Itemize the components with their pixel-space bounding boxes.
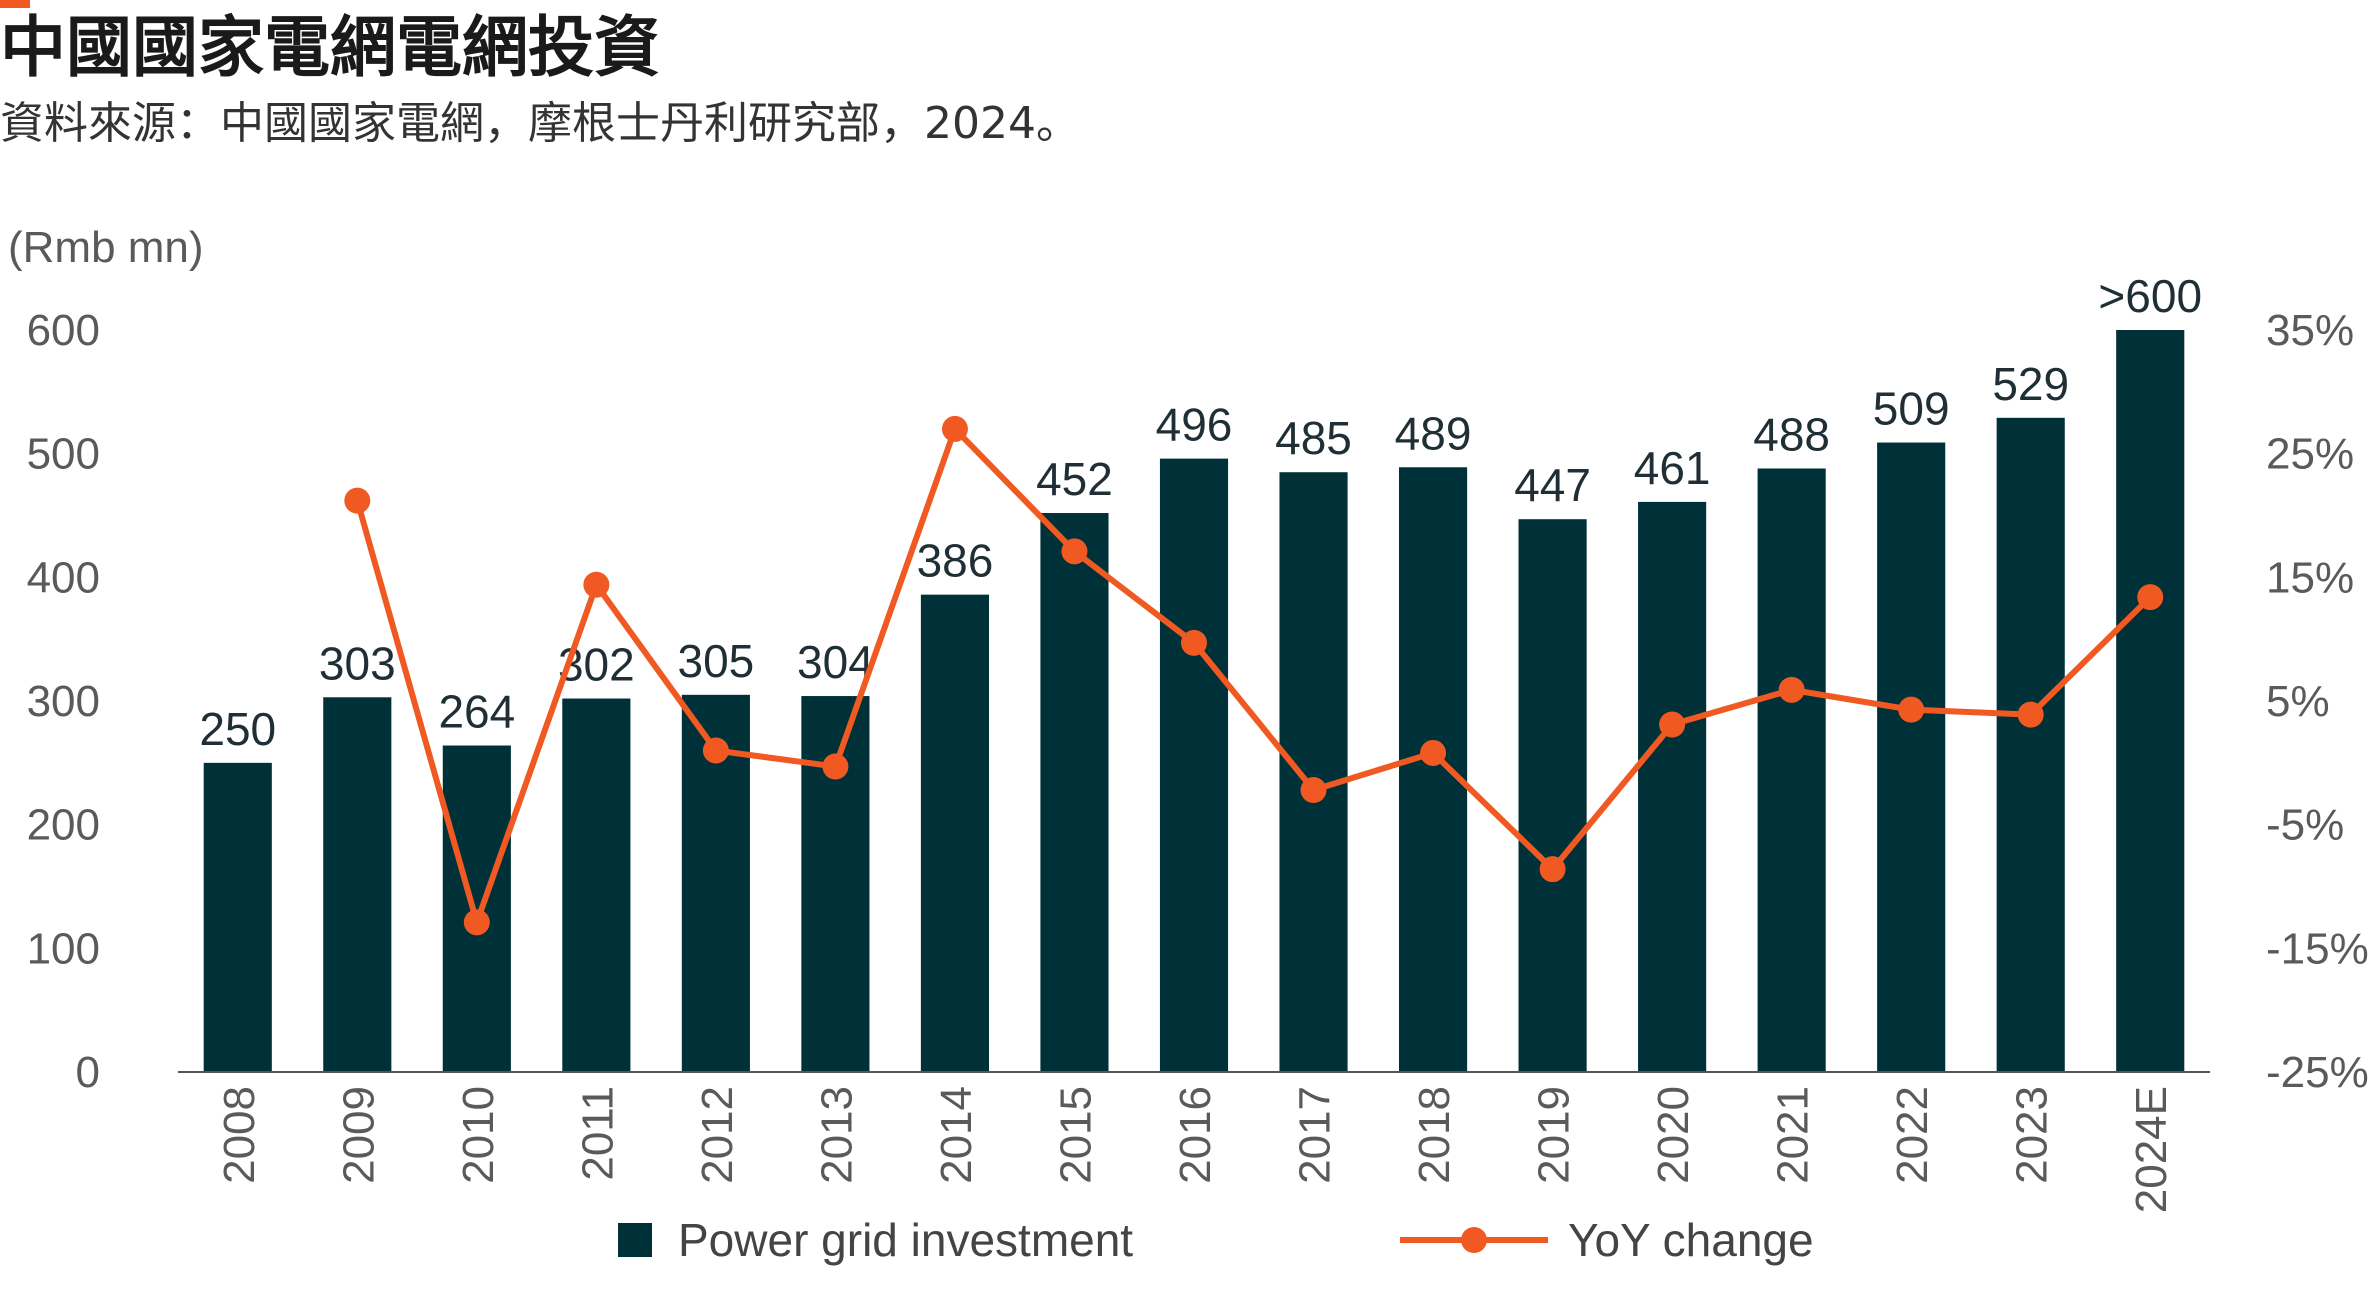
- x-label-2010: 2010: [454, 1086, 503, 1184]
- bar-label-2024E: >600: [2098, 270, 2202, 322]
- right-tick-label: 5%: [2266, 677, 2330, 726]
- yoy-line: [354, 425, 2153, 926]
- yoy-point-2013: [822, 753, 849, 780]
- bar-2018: [1398, 467, 1468, 1072]
- bar-label-2020: 461: [1634, 442, 1711, 494]
- left-tick-label: 200: [27, 801, 100, 850]
- right-tick-label: 35%: [2266, 306, 2354, 355]
- x-label-2013: 2013: [812, 1086, 861, 1184]
- right-tick-label: -15%: [2266, 924, 2368, 973]
- x-label-2011: 2011: [573, 1086, 622, 1181]
- bar-2015: [1040, 513, 1109, 1072]
- right-tick-label: 25%: [2266, 430, 2354, 479]
- yoy-point-2009: [344, 487, 371, 514]
- x-label-2012: 2012: [693, 1086, 742, 1184]
- legend-line-label: YoY change: [1568, 1214, 1814, 1266]
- x-label-2024E: 2024E: [2127, 1086, 2176, 1213]
- bar-label-2019: 447: [1514, 459, 1591, 511]
- bar-label-2010: 264: [438, 686, 515, 738]
- bar-label-2014: 386: [917, 535, 994, 587]
- yoy-point-2023: [2017, 701, 2044, 728]
- x-label-2020: 2020: [1649, 1086, 1698, 1184]
- legend-line-marker: [1461, 1227, 1487, 1253]
- chart-title: 中國國家電網電網投資: [0, 9, 660, 86]
- right-tick-label: 15%: [2266, 553, 2354, 602]
- bar-2023: [1996, 417, 2065, 1072]
- bar-label-2008: 250: [199, 703, 276, 755]
- x-label-2023: 2023: [2008, 1086, 2057, 1184]
- y-axis-unit-label: (Rmb mn): [8, 223, 204, 272]
- yoy-point-2019: [1539, 856, 1566, 883]
- bar-2008: [203, 762, 272, 1072]
- left-axis: 0 100 200 300 400 500 600: [27, 306, 100, 1097]
- left-tick-label: 500: [27, 430, 100, 479]
- bar-2017: [1279, 472, 1348, 1072]
- accent-bar: [0, 0, 30, 8]
- bar-label-2013: 304: [797, 636, 874, 688]
- yoy-point-2010: [463, 909, 490, 936]
- line-series: [344, 415, 2164, 936]
- yoy-point-2016: [1181, 629, 1207, 656]
- bar-label-2021: 488: [1753, 409, 1830, 461]
- bar-label-2018: 489: [1395, 407, 1472, 459]
- yoy-point-2011: [583, 571, 610, 598]
- x-label-2019: 2019: [1530, 1086, 1579, 1184]
- bar-2022: [1877, 442, 1946, 1073]
- yoy-point-2012: [702, 737, 729, 764]
- bar-2019: [1518, 519, 1587, 1072]
- x-label-2014: 2014: [932, 1086, 981, 1184]
- x-label-2017: 2017: [1291, 1086, 1340, 1184]
- yoy-point-2018: [1420, 739, 1447, 766]
- yoy-point-2014: [941, 415, 968, 442]
- left-tick-label: 400: [27, 553, 100, 602]
- right-tick-label: -5%: [2266, 801, 2344, 850]
- bar-label-2023: 529: [1992, 358, 2069, 410]
- left-tick-label: 100: [27, 924, 100, 973]
- bar-2013: [801, 696, 870, 1072]
- x-axis-labels: 2008 2009 2010 2011 2012 2013 2014 2015 2016 2017…: [215, 1086, 2176, 1213]
- bar-2011: [562, 698, 631, 1072]
- x-label-2008: 2008: [215, 1086, 264, 1184]
- x-label-2018: 2018: [1410, 1086, 1459, 1184]
- yoy-point-2020: [1659, 711, 1686, 738]
- bar-2010: [442, 745, 511, 1072]
- bar-label-2017: 485: [1275, 412, 1352, 464]
- bar-2024E: [2116, 330, 2185, 1072]
- left-tick-label: 0: [76, 1048, 100, 1097]
- left-tick-label: 300: [27, 677, 100, 726]
- bar-series: [203, 330, 2185, 1073]
- bar-label-2016: 496: [1156, 399, 1233, 451]
- legend-bar-swatch: [618, 1223, 652, 1257]
- x-label-2015: 2015: [1051, 1086, 1100, 1184]
- bar-2009: [323, 697, 392, 1072]
- x-label-2009: 2009: [334, 1086, 383, 1184]
- right-tick-label: -25%: [2266, 1048, 2368, 1097]
- left-tick-label: 600: [27, 306, 100, 355]
- bar-label-2015: 452: [1036, 453, 1113, 505]
- bar-label-2012: 305: [678, 635, 755, 687]
- yoy-point-2021: [1778, 676, 1805, 703]
- bar-label-2009: 303: [319, 637, 396, 689]
- bar-label-2022: 509: [1873, 383, 1950, 435]
- chart-subtitle: 資料來源：中國國家電網，摩根士丹利研究部，2024。: [0, 98, 1080, 149]
- bar-2021: [1757, 468, 1826, 1072]
- bar-2020: [1638, 501, 1707, 1072]
- x-label-2016: 2016: [1171, 1086, 1220, 1184]
- yoy-point-2022: [1898, 696, 1925, 723]
- legend: Power grid investment YoY change: [618, 1214, 1814, 1266]
- right-axis: 35% 25% 15% 5% -5% -15% -25%: [2266, 306, 2368, 1097]
- yoy-point-2024E: [2137, 584, 2164, 611]
- bar-2014: [920, 594, 990, 1072]
- yoy-point-2017: [1300, 777, 1327, 804]
- legend-bar-label: Power grid investment: [678, 1214, 1133, 1266]
- x-label-2022: 2022: [1888, 1086, 1937, 1184]
- bar-2016: [1159, 458, 1229, 1072]
- yoy-point-2015: [1061, 538, 1088, 565]
- x-label-2021: 2021: [1769, 1086, 1818, 1184]
